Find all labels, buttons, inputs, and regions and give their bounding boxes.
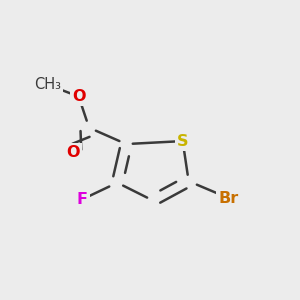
Text: O: O xyxy=(72,89,86,104)
Text: F: F xyxy=(76,192,87,207)
Text: Br: Br xyxy=(219,191,239,206)
Text: CH₃: CH₃ xyxy=(34,77,61,92)
Text: S: S xyxy=(177,134,188,148)
Text: O: O xyxy=(66,146,80,160)
